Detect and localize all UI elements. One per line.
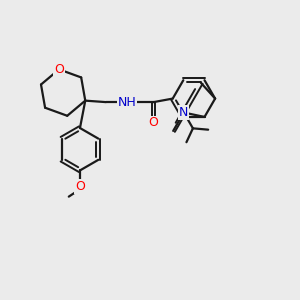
Text: N: N (179, 106, 188, 119)
Text: O: O (54, 63, 64, 76)
Text: NH: NH (118, 96, 136, 109)
Text: O: O (75, 180, 85, 193)
Text: O: O (148, 116, 158, 129)
